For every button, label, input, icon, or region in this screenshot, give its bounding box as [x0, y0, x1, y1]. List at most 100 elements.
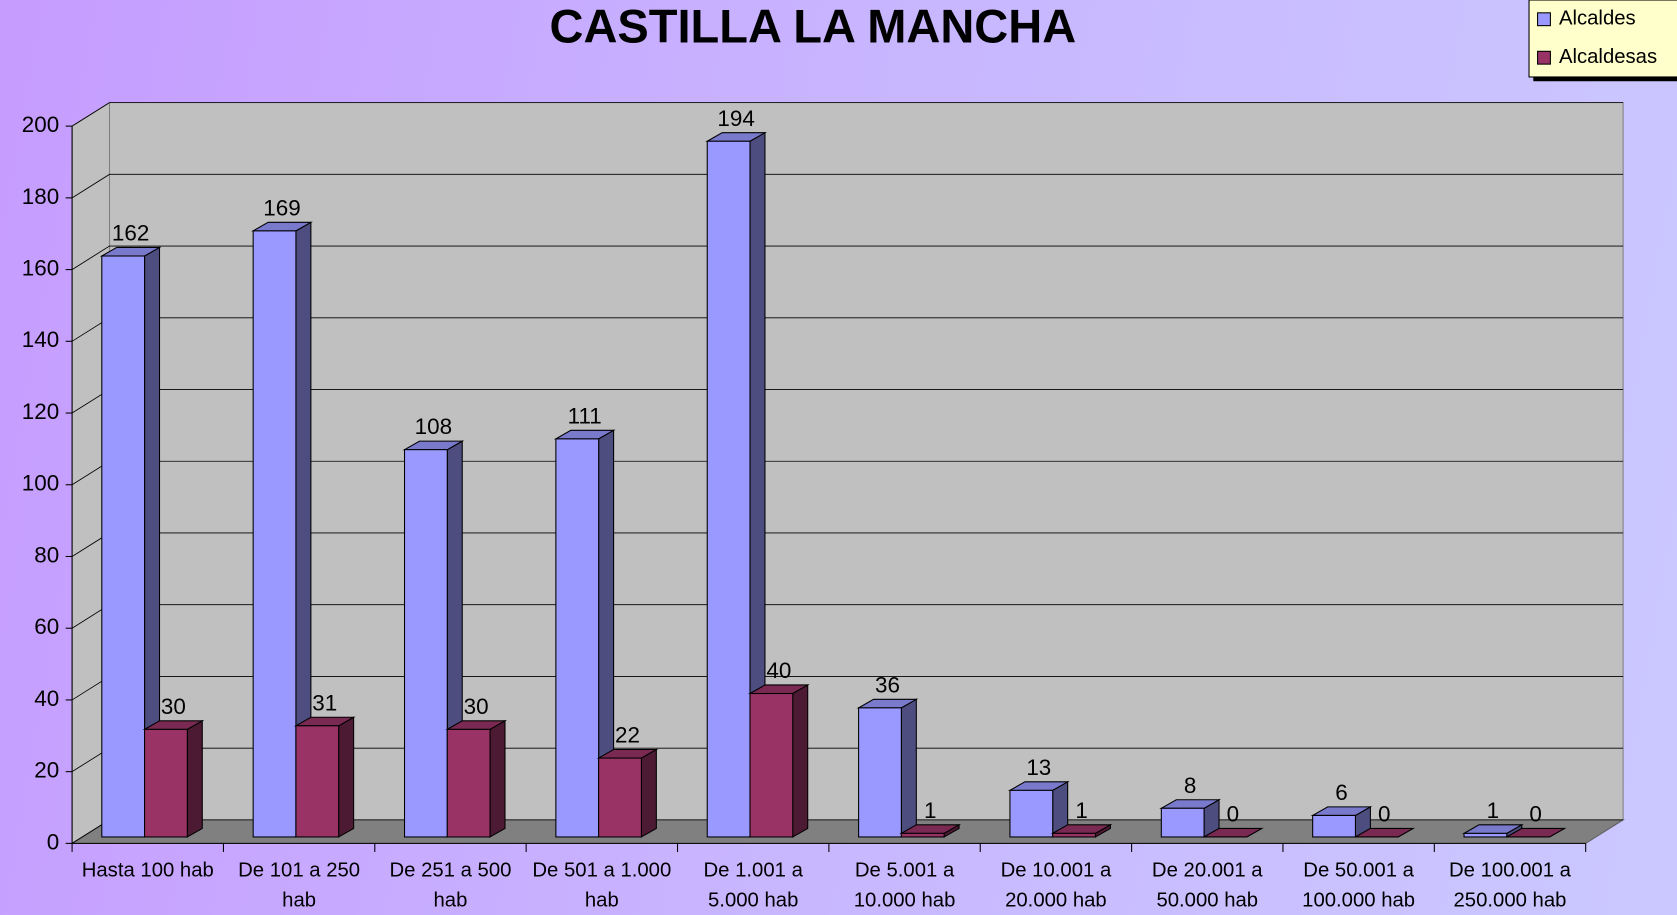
x-tick-label: De 5.001 a 10.000 hab	[853, 859, 956, 912]
bar	[445, 719, 508, 838]
bar-side	[186, 719, 203, 838]
y-tick-label: 120	[22, 399, 59, 424]
x-tick-label-box: De 10.001 a 20.000 hab	[1000, 859, 1112, 912]
bar-front	[403, 449, 448, 838]
data-label: 111	[568, 403, 602, 428]
bar-front	[295, 725, 340, 838]
x-tick-label-box: De 50.001 a 100.000 hab	[1302, 859, 1416, 912]
y-tick-label: 140	[22, 327, 59, 352]
x-tick-label: De 251 a 500 hab	[389, 859, 512, 912]
bar	[251, 221, 313, 838]
data-label: 36	[875, 672, 900, 697]
bar-front	[1312, 814, 1356, 838]
bar-side	[338, 716, 355, 838]
x-tick-label-box: De 1.001 a 5.000 hab	[703, 859, 803, 912]
x-tick-label-box: De 251 a 500 hab	[389, 859, 512, 912]
legend-swatch	[1537, 50, 1551, 65]
y-tick-label: 0	[47, 829, 59, 854]
data-label: 1	[1075, 798, 1087, 823]
bar-side	[489, 719, 506, 838]
grid-line	[71, 173, 1624, 199]
bar-side	[792, 684, 809, 838]
data-label: 30	[464, 694, 489, 719]
x-tick-label: De 1.001 a 5.000 hab	[703, 859, 803, 912]
bar-front	[706, 140, 751, 838]
x-tick-label: De 10.001 a 20.000 hab	[1000, 859, 1112, 912]
bar	[1159, 798, 1222, 838]
bar-front	[1160, 807, 1205, 838]
bar-top	[1202, 827, 1264, 838]
data-label: 194	[717, 106, 754, 131]
y-tick-label: 20	[34, 758, 59, 783]
y-tick-label: 200	[22, 112, 59, 137]
grid-line	[71, 245, 1624, 270]
bar-front	[555, 438, 600, 838]
bar	[596, 748, 659, 838]
bar-top	[1504, 827, 1567, 838]
bar-front	[900, 832, 945, 838]
bar-side	[900, 698, 917, 838]
bar	[1202, 827, 1264, 838]
y-tick-label: 60	[34, 614, 59, 639]
bar	[99, 246, 162, 838]
data-label: 13	[1026, 755, 1051, 780]
bar	[1310, 805, 1373, 838]
bar-front	[446, 728, 491, 838]
bar	[293, 716, 356, 838]
x-tick-label-box: Hasta 100 hab	[81, 859, 214, 882]
x-tick-label: Hasta 100 hab	[81, 859, 214, 882]
bar	[553, 429, 616, 838]
bar	[856, 698, 919, 838]
y-tick-label: 40	[34, 686, 59, 711]
x-tick-label: De 101 a 250 hab	[238, 859, 361, 912]
grid-line	[71, 102, 1624, 127]
bar-top	[1353, 827, 1416, 838]
y-tick-label: 100	[22, 471, 59, 496]
bar-front	[252, 230, 297, 838]
y-tick-label: 180	[22, 184, 59, 209]
bar	[142, 719, 205, 838]
x-tick-label-box: De 20.001 a 50.000 hab	[1152, 859, 1263, 911]
bar	[1007, 780, 1070, 838]
chart-title: CASTILLA LA MANCHA	[550, 0, 1077, 52]
bar-front	[101, 255, 146, 838]
data-label: 0	[1529, 802, 1541, 827]
bar	[1504, 827, 1567, 838]
data-label: 8	[1184, 773, 1196, 798]
x-tick-label-box: De 501 a 1.000 hab	[532, 859, 672, 912]
legend-swatch	[1537, 12, 1551, 27]
y-tick-label: 80	[34, 542, 59, 567]
bar-front	[1009, 789, 1054, 838]
bar	[747, 684, 810, 838]
bar	[705, 131, 767, 838]
x-tick-label: De 501 a 1.000 hab	[532, 859, 672, 912]
bar	[899, 823, 962, 838]
bar-front	[1052, 832, 1097, 838]
x-tick-label-box: De 101 a 250 hab	[238, 859, 361, 912]
bar	[1353, 827, 1416, 838]
x-tick-label-box: De 100.001 a 250.000 hab	[1449, 859, 1571, 912]
bar-front	[858, 707, 902, 838]
y-tick-label: 160	[22, 256, 59, 281]
legend	[1528, 0, 1677, 78]
data-label: 0	[1227, 802, 1239, 827]
data-label: 31	[312, 690, 337, 715]
bar-front	[1463, 832, 1508, 838]
legend-label: Alcaldesas	[1559, 46, 1657, 68]
bar-front	[749, 692, 794, 838]
data-label: 108	[415, 414, 452, 439]
bar-front	[144, 728, 188, 838]
bar-side	[640, 748, 657, 838]
data-label: 6	[1335, 780, 1347, 805]
data-label: 22	[615, 723, 640, 748]
data-label: 1	[1487, 798, 1499, 823]
legend-label: Alcaldes	[1559, 8, 1636, 30]
x-tick-label: De 100.001 a 250.000 hab	[1449, 859, 1571, 912]
x-tick-label: De 50.001 a 100.000 hab	[1302, 859, 1416, 912]
bar	[1050, 823, 1113, 838]
data-label: 0	[1378, 802, 1390, 827]
data-label: 30	[161, 694, 186, 719]
data-label: 169	[263, 195, 300, 220]
